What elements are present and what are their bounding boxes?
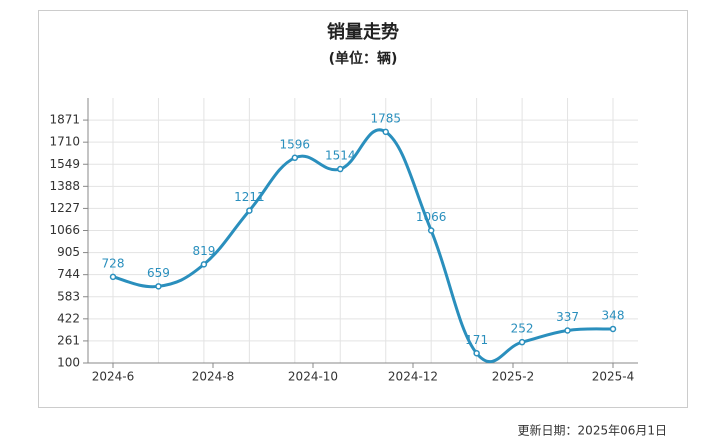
data-label: 1596 [280,137,311,151]
y-tick-label: 1871 [49,113,80,127]
point [200,261,208,268]
x-tick-label: 2025-4 [592,370,635,384]
data-label: 348 [602,308,625,322]
x-tick-label: 2024-12 [388,370,438,384]
y-tick-label: 744 [57,267,80,281]
point [109,273,117,281]
y-tick-label: 1066 [49,223,80,237]
point [246,207,253,214]
point [337,165,344,173]
y-tick-label: 905 [57,245,80,259]
point [609,325,617,333]
x-tick-label: 2024-8 [192,370,235,384]
point [518,338,526,346]
data-label: 819 [192,244,215,258]
x-tick-label: 2024-10 [288,370,338,384]
chart-title: 销量走势 [327,21,399,43]
y-tick-label: 1710 [49,135,80,149]
y-tick-label: 583 [57,289,80,303]
point [427,227,435,234]
update-date: 更新日期：2025年06月1日 [518,423,667,438]
point [155,283,162,290]
y-tick-label: 422 [57,311,80,325]
y-tick-label: 1549 [49,157,80,171]
point [564,327,571,334]
y-tick-label: 1227 [49,201,80,215]
y-tick-label: 261 [57,333,80,347]
data-label: 728 [102,256,125,270]
point [473,350,480,357]
point [382,128,389,136]
y-tick-label: 1388 [49,179,80,193]
y-tick-label: 100 [57,356,80,370]
data-label: 1066 [416,210,447,224]
point [291,154,299,162]
data-label: 1211 [234,190,265,204]
chart-subtitle: (单位：辆) [329,50,398,67]
data-label: 1514 [325,149,356,163]
x-tick-label: 2024-6 [92,370,135,384]
data-label: 1785 [370,111,401,125]
data-label: 252 [511,322,534,336]
chart-frame [38,10,688,408]
data-label: 337 [556,310,579,324]
data-label: 171 [465,333,488,347]
x-tick-label: 2025-2 [492,370,535,384]
data-label: 659 [147,266,170,280]
